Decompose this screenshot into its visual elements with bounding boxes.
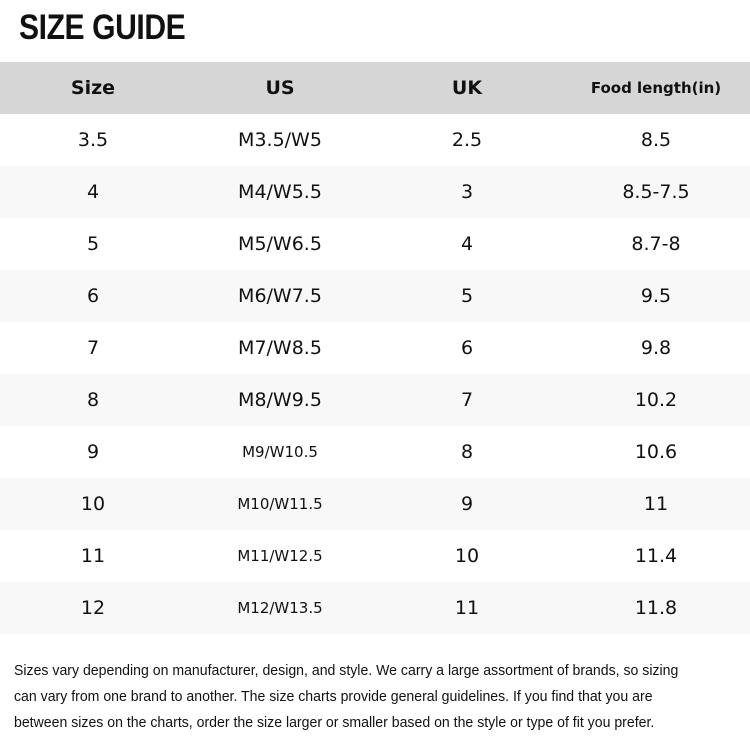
cell-uk: 9 [460, 493, 474, 515]
cell-uk: 8 [460, 441, 474, 463]
cell-foot-length: 11.4 [634, 545, 678, 567]
table-row: 6 M6/W7.5 5 9.5 [0, 270, 750, 322]
cell-foot-length: 11.8 [634, 597, 678, 619]
cell-foot-length: 11 [643, 493, 669, 515]
cell-us: M4/W5.5 [238, 181, 322, 203]
header-us: US [265, 77, 295, 99]
cell-us: M5/W6.5 [238, 233, 322, 255]
cell-size: 8 [86, 389, 100, 411]
cell-uk: 2.5 [451, 129, 483, 151]
cell-foot-length: 8.7-8 [631, 233, 681, 255]
cell-size: 6 [86, 285, 100, 307]
cell-foot-length: 8.5-7.5 [622, 181, 690, 203]
cell-size: 11 [80, 545, 106, 567]
cell-us: M12/W13.5 [237, 599, 323, 617]
cell-size: 4 [86, 181, 100, 203]
cell-uk: 10 [454, 545, 480, 567]
cell-foot-length: 10.6 [634, 441, 678, 463]
cell-size: 5 [86, 233, 100, 255]
cell-size: 10 [80, 493, 106, 515]
table-row: 11 M11/W12.5 10 11.4 [0, 530, 750, 582]
cell-size: 3.5 [77, 129, 109, 151]
cell-uk: 5 [460, 285, 474, 307]
table-header: Size US UK Food length(in) [0, 62, 750, 114]
cell-foot-length: 9.5 [640, 285, 672, 307]
cell-us: M3.5/W5 [238, 129, 322, 151]
header-size: Size [70, 77, 116, 99]
table-row: 5 M5/W6.5 4 8.7-8 [0, 218, 750, 270]
cell-foot-length: 10.2 [634, 389, 678, 411]
cell-uk: 4 [460, 233, 474, 255]
page-title: SIZE GUIDE [19, 8, 186, 47]
note-line: can vary from one brand to another. The … [14, 688, 653, 705]
cell-uk: 7 [460, 389, 474, 411]
cell-size: 9 [86, 441, 100, 463]
table-row: 7 M7/W8.5 6 9.8 [0, 322, 750, 374]
note-line: Sizes vary depending on manufacturer, de… [14, 662, 679, 679]
header-uk: UK [451, 77, 483, 99]
cell-us: M6/W7.5 [238, 285, 322, 307]
cell-uk: 6 [460, 337, 474, 359]
size-table: Size US UK Food length(in) 3.5 M3.5/W5 2.5… [0, 62, 750, 634]
table-row: 3.5 M3.5/W5 2.5 8.5 [0, 114, 750, 166]
cell-uk: 11 [454, 597, 480, 619]
cell-size: 7 [86, 337, 100, 359]
table-row: 10 M10/W11.5 9 11 [0, 478, 750, 530]
cell-us: M8/W9.5 [238, 389, 322, 411]
cell-us: M10/W11.5 [237, 495, 323, 513]
table-row: 12 M12/W13.5 11 11.8 [0, 582, 750, 634]
cell-us: M7/W8.5 [238, 337, 322, 359]
cell-us: M9/W10.5 [242, 443, 318, 461]
sizing-note: Sizes vary depending on manufacturer, de… [14, 658, 750, 736]
cell-foot-length: 9.8 [640, 337, 672, 359]
note-line: between sizes on the charts, order the s… [14, 714, 655, 731]
table-row: 9 M9/W10.5 8 10.6 [0, 426, 750, 478]
table-row: 4 M4/W5.5 3 8.5-7.5 [0, 166, 750, 218]
cell-us: M11/W12.5 [237, 547, 323, 565]
cell-uk: 3 [460, 181, 474, 203]
cell-size: 12 [80, 597, 106, 619]
cell-foot-length: 8.5 [640, 129, 672, 151]
header-foot-length: Food length(in) [590, 79, 722, 97]
table-row: 8 M8/W9.5 7 10.2 [0, 374, 750, 426]
